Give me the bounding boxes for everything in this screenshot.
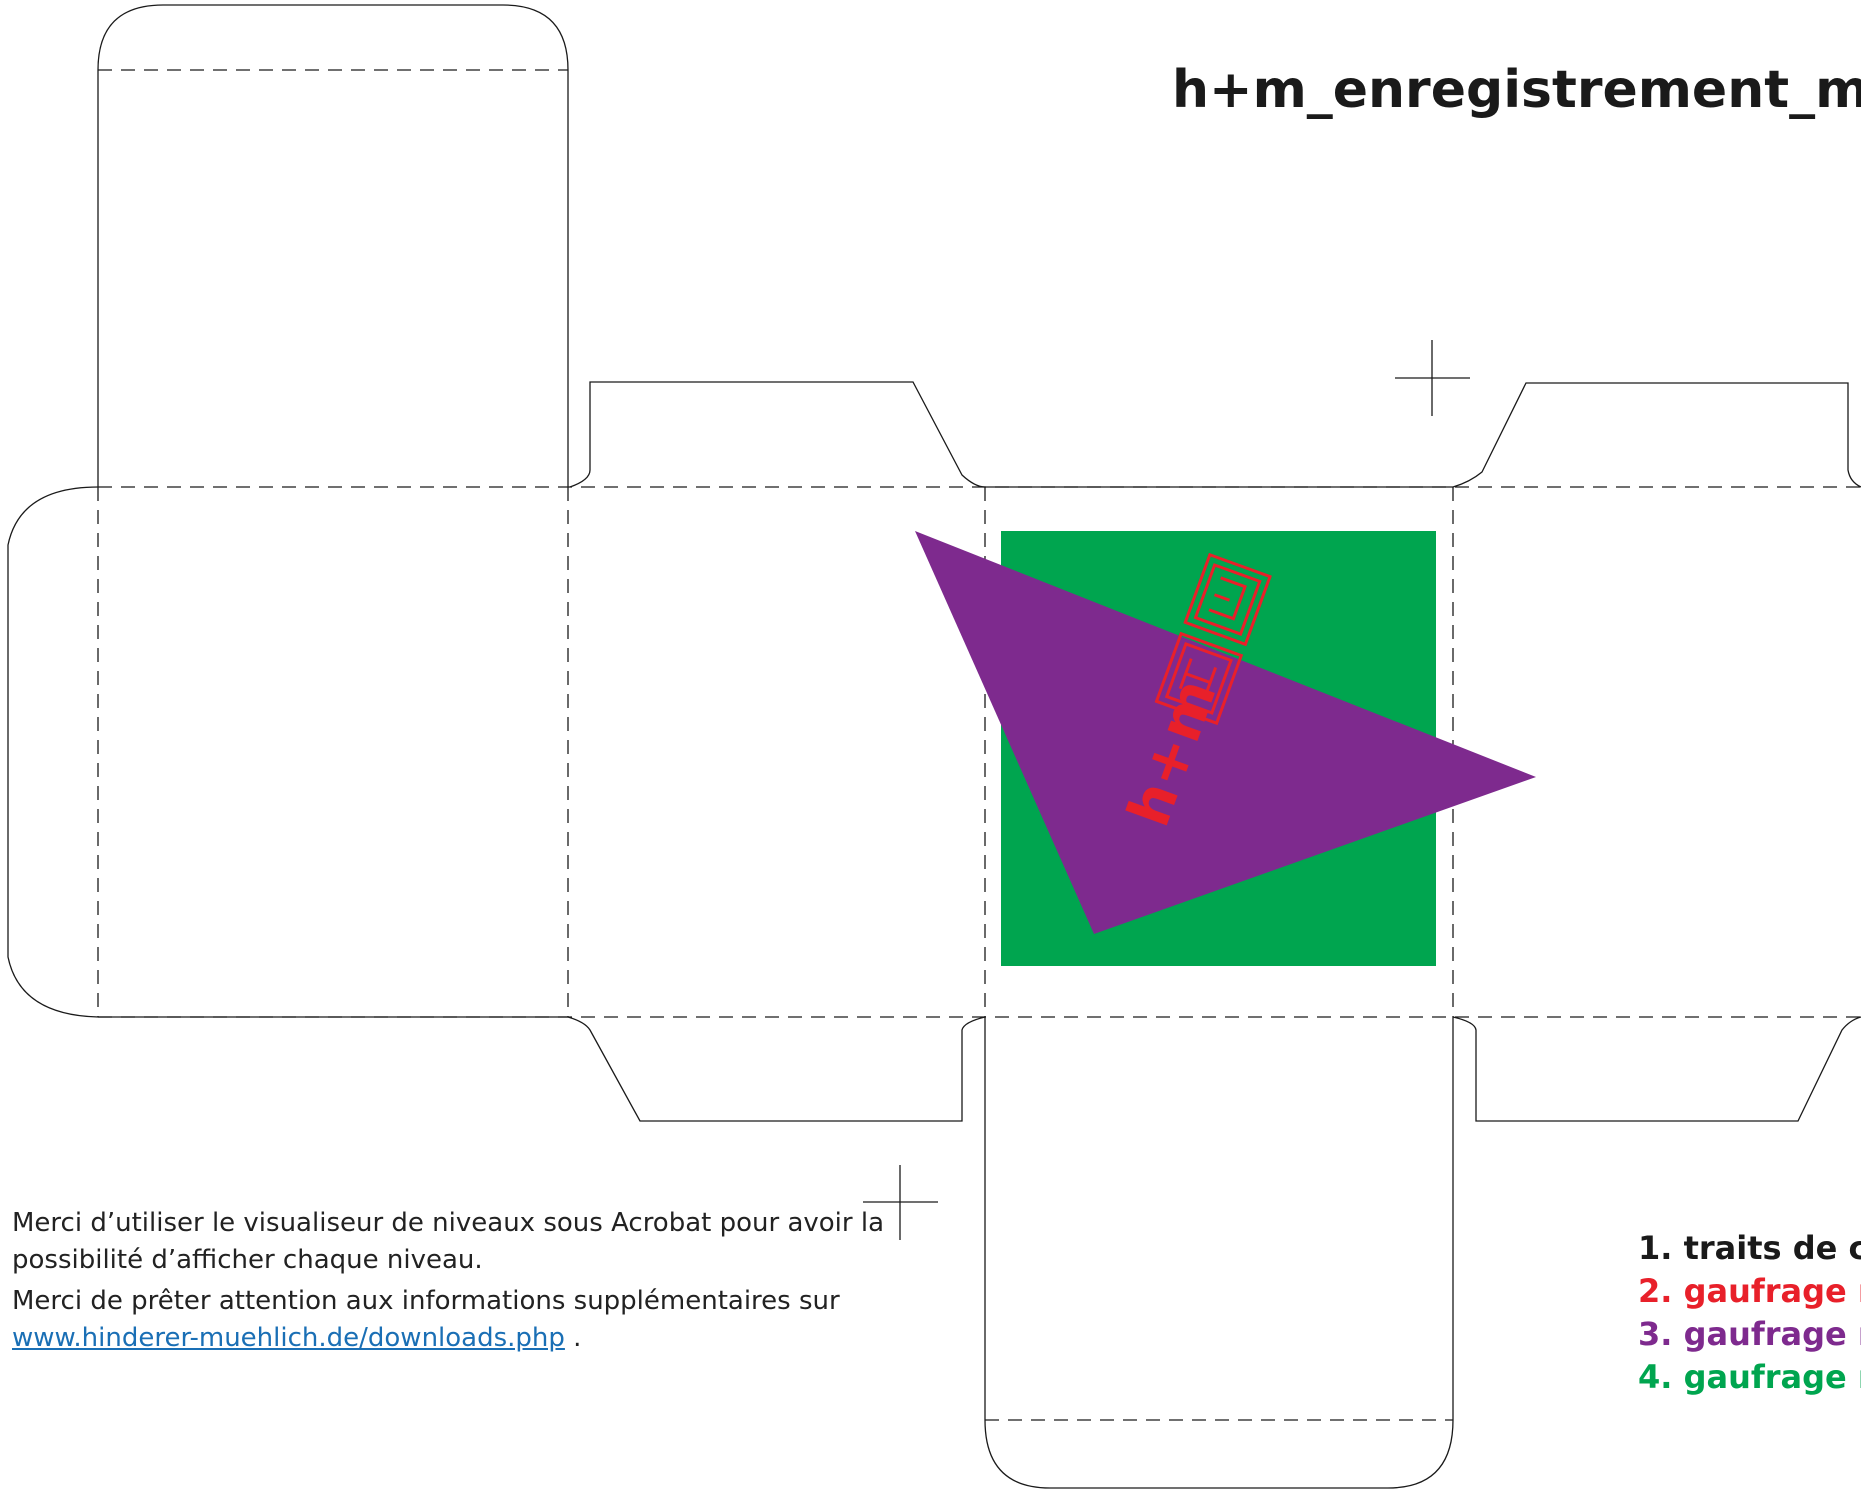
registration-mark-bottom: [863, 1165, 938, 1240]
downloads-link[interactable]: www.hinderer-muehlich.de/downloads.php: [12, 1323, 565, 1353]
left-glue-flap: [7, 486, 99, 1018]
dust-flap-2-bottom: [1452, 1016, 1861, 1122]
legend-item-cut: 1. traits de co: [1638, 1229, 1861, 1267]
legend-item-purple: 3. gaufrage n: [1638, 1315, 1861, 1353]
page-title: h+m_enregistrement_moc: [1172, 60, 1861, 120]
emboss-purple-triangle: [915, 531, 1536, 934]
note-suffix: .: [564, 1323, 582, 1353]
top-lid-flap: [97, 4, 569, 487]
dust-flap-1-top: [569, 381, 986, 488]
dust-flap-2-top: [1452, 382, 1861, 488]
note-layer-viewer: Merci d’utiliser le visualiseur de nivea…: [12, 1208, 885, 1275]
bottom-lid-flap: [984, 1017, 1454, 1489]
note-extra-info-text: Merci de prêter attention aux informatio…: [12, 1286, 840, 1316]
legend-item-red: 2. gaufrage n: [1638, 1272, 1861, 1310]
layer-legend: 1. traits de co 2. gaufrage n 3. gaufrag…: [1638, 1227, 1861, 1399]
note-extra-info: Merci de prêter attention aux informatio…: [12, 1283, 892, 1357]
registration-mark-top: [1395, 340, 1470, 416]
legend-item-green: 4. gaufrage n: [1638, 1358, 1861, 1396]
dust-flap-1-bottom: [567, 1016, 986, 1122]
